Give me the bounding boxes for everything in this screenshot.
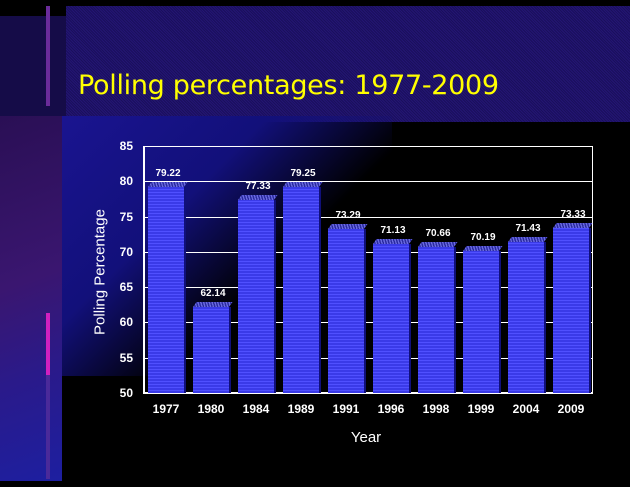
bar-1984 [238, 195, 278, 393]
y-tick-label: 80 [119, 174, 133, 188]
y-tick-label: 75 [119, 210, 133, 224]
accent-line-top [46, 6, 50, 106]
x-tick-label: 1980 [197, 402, 225, 416]
gridline [143, 181, 593, 182]
bar-1998 [418, 242, 458, 393]
background-title-band [66, 6, 630, 122]
gridline [143, 287, 593, 288]
gridline [143, 146, 593, 147]
bar-value-label: 70.19 [470, 232, 496, 243]
gridline [143, 252, 593, 253]
y-axis [143, 146, 145, 394]
bar-1999 [463, 246, 503, 393]
bar-top-3d [553, 223, 593, 228]
y-axis-label: Polling Percentage [91, 209, 109, 335]
bar-top-3d [328, 224, 368, 229]
bar-1996 [373, 239, 413, 393]
y-tick-label: 65 [119, 280, 133, 294]
x-tick-label: 1977 [152, 402, 180, 416]
x-axis [143, 392, 593, 394]
x-tick-label: 1984 [242, 402, 270, 416]
y-tick-label: 85 [119, 139, 133, 153]
y-tick-label: 70 [119, 245, 133, 259]
background-left-panel [0, 116, 62, 481]
bar-value-label: 73.33 [560, 209, 586, 220]
bar-top-3d [238, 195, 278, 200]
x-tick-label: 2004 [512, 402, 540, 416]
bar-value-label: 62.14 [200, 288, 226, 299]
bar-1991 [328, 224, 368, 393]
gridline [143, 358, 593, 359]
x-axis-label: Year [350, 429, 382, 446]
bar-top-3d [283, 182, 323, 187]
bar-top-3d [418, 242, 458, 247]
x-tick-label: 1989 [287, 402, 315, 416]
x-tick-label: 1996 [377, 402, 405, 416]
slide-title: Polling percentages: 1977-2009 [78, 70, 499, 101]
bar-value-label: 71.13 [380, 225, 406, 236]
x-tick-label: 2009 [557, 402, 585, 416]
x-tick-label: 1991 [332, 402, 360, 416]
y-tick-label: 60 [119, 315, 133, 329]
bar-value-label: 79.25 [290, 168, 316, 179]
bar-top-3d [373, 239, 413, 244]
gridline [143, 322, 593, 323]
y-tick-label: 50 [119, 386, 133, 400]
background-left-band [0, 16, 66, 116]
bar-top-3d [148, 182, 188, 187]
bar-value-label: 77.33 [245, 181, 271, 192]
bar-2009 [553, 223, 593, 393]
bar-value-label: 71.43 [515, 223, 541, 234]
bar-1977 [148, 182, 188, 393]
bar-top-3d [463, 246, 503, 251]
accent-line-bottom [46, 375, 50, 479]
bar-top-3d [193, 302, 233, 307]
bar-value-label: 79.22 [155, 168, 181, 179]
x-tick-label: 1999 [467, 402, 495, 416]
gridline [143, 217, 593, 218]
bar-value-label: 70.66 [425, 228, 451, 239]
bar-1989 [283, 182, 323, 393]
bar-value-label: 73.29 [335, 210, 361, 221]
bar-top-3d [508, 237, 548, 242]
y-tick-label: 55 [119, 351, 133, 365]
bar-2004 [508, 237, 548, 393]
accent-line-magenta [46, 313, 50, 375]
x-tick-label: 1998 [422, 402, 450, 416]
bar-1980 [193, 302, 233, 393]
